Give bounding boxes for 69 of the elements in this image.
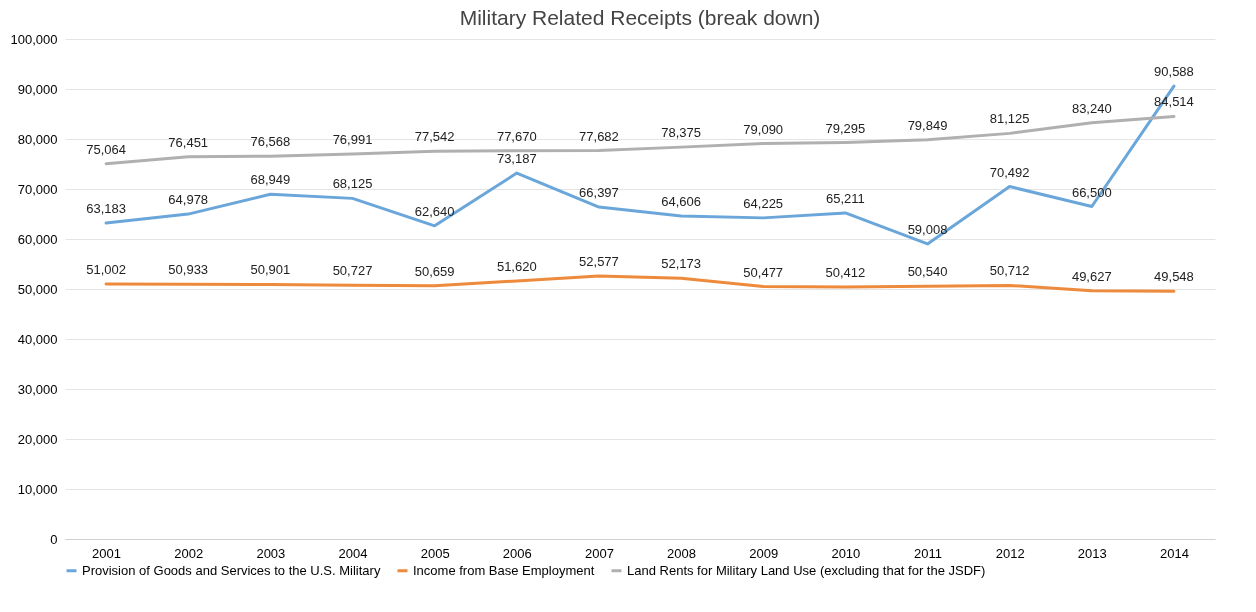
x-tick-label: 2008 (667, 545, 697, 561)
x-tick-label: 2002 (174, 545, 204, 561)
data-label: 77,682 (579, 128, 619, 144)
data-label: 79,090 (743, 121, 784, 137)
x-tick-label: 2009 (749, 545, 779, 561)
data-label: 76,451 (168, 134, 209, 150)
data-label: 70,492 (989, 164, 1030, 180)
y-tick-label: 10,000 (17, 481, 58, 497)
x-tick-label: 2007 (584, 545, 614, 561)
data-label: 68,949 (250, 172, 291, 188)
data-label: 66,397 (579, 185, 619, 201)
data-label: 79,295 (825, 120, 866, 136)
data-label: 49,627 (1071, 268, 1112, 284)
data-label: 73,187 (496, 151, 537, 167)
y-tick-label: 20,000 (17, 431, 58, 447)
data-label: 83,240 (1071, 100, 1112, 116)
y-tick-label: 90,000 (17, 81, 58, 97)
x-tick-label: 2006 (502, 545, 532, 561)
data-label: 64,225 (743, 195, 784, 211)
legend-label: Provision of Goods and Services to the U.S. Military (82, 562, 381, 578)
legend-label: Income from Base Employment (413, 562, 595, 578)
data-label: 76,568 (250, 134, 291, 150)
data-label: 50,727 (332, 263, 373, 279)
data-label: 77,542 (414, 129, 455, 145)
data-label: 50,540 (907, 264, 948, 280)
y-tick-label: 50,000 (17, 281, 58, 297)
x-tick-label: 2004 (338, 545, 368, 561)
data-label: 50,901 (250, 262, 291, 278)
data-label: 50,933 (168, 262, 209, 278)
x-tick-label: 2005 (420, 545, 450, 561)
data-label: 78,375 (661, 125, 701, 141)
data-label: 79,849 (907, 117, 948, 133)
x-tick-label: 2012 (995, 545, 1025, 561)
x-tick-label: 2003 (256, 545, 286, 561)
x-tick-label: 2014 (1159, 545, 1189, 561)
chart-title: Military Related Receipts (break down) (459, 6, 821, 29)
data-label: 51,002 (86, 261, 126, 277)
data-label: 77,670 (496, 128, 537, 144)
data-label: 50,712 (989, 263, 1030, 279)
data-label: 51,620 (496, 258, 537, 274)
legend-label: Land Rents for Military Land Use (excluding that for the JSDF) (627, 562, 986, 578)
y-tick-label: 70,000 (17, 181, 58, 197)
data-label: 50,477 (743, 264, 784, 280)
data-label: 52,173 (661, 256, 701, 272)
y-tick-label: 40,000 (17, 331, 58, 347)
data-label: 64,606 (661, 193, 701, 209)
x-tick-label: 2011 (914, 545, 942, 561)
y-tick-label: 60,000 (17, 231, 58, 247)
y-tick-label: 30,000 (17, 381, 58, 397)
y-tick-label: 0 (50, 531, 58, 547)
data-label: 50,412 (825, 264, 866, 280)
y-tick-label: 100,000 (10, 31, 58, 47)
data-label: 50,659 (414, 263, 455, 279)
data-label: 68,125 (332, 176, 373, 192)
data-label: 52,577 (579, 254, 619, 270)
data-label: 63,183 (86, 201, 126, 217)
data-label: 59,008 (907, 221, 948, 237)
data-label: 62,640 (414, 203, 455, 219)
x-tick-label: 2013 (1077, 545, 1107, 561)
data-label: 90,588 (1154, 64, 1194, 80)
data-label: 75,064 (86, 141, 126, 157)
data-label: 65,211 (825, 190, 865, 206)
x-tick-label: 2010 (831, 545, 861, 561)
data-label: 81,125 (989, 111, 1030, 127)
x-tick-label: 2001 (92, 545, 122, 561)
y-tick-label: 80,000 (17, 131, 58, 147)
data-label: 64,978 (168, 192, 209, 208)
data-label: 76,991 (332, 132, 373, 148)
data-label: 49,548 (1154, 269, 1194, 285)
